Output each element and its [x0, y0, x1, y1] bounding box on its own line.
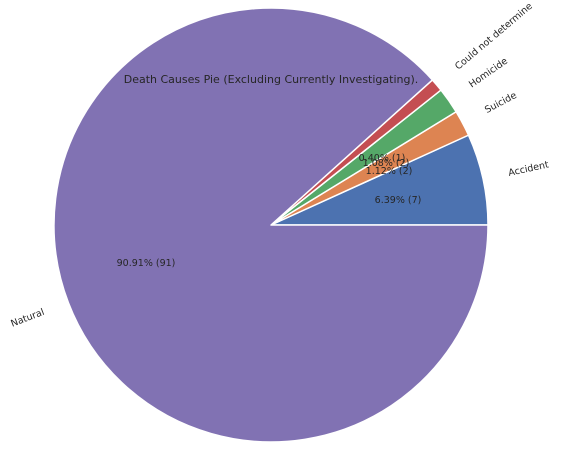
pie-pct-label: 90.91% (91): [117, 258, 176, 269]
pie-pct-label: 1.12% (2): [366, 166, 413, 177]
pie-category-label: Accident: [507, 159, 550, 179]
pie-pct-label: 1.08% (2): [363, 158, 410, 169]
pie-pct-label: 0.40% (1): [359, 153, 406, 164]
pie-pct-label: 6.39% (7): [375, 195, 422, 206]
pie-slice-natural: [53, 7, 489, 443]
pie-category-label: Suicide: [483, 90, 519, 116]
pie-slices: [53, 7, 489, 443]
pie-category-label: Natural: [9, 307, 46, 330]
